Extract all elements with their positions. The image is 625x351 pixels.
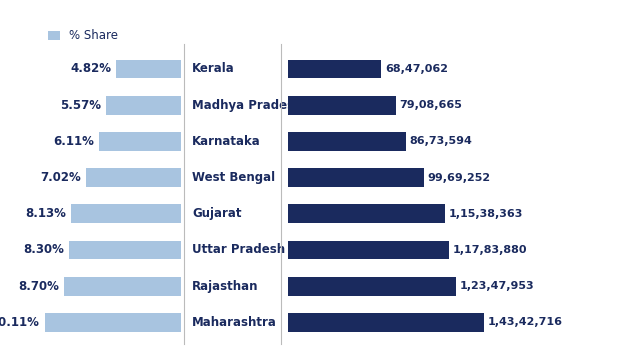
- Text: 7.02%: 7.02%: [41, 171, 81, 184]
- Text: West Bengal: West Bengal: [192, 171, 275, 184]
- Text: Rajasthan: Rajasthan: [192, 280, 258, 293]
- Text: 79,08,665: 79,08,665: [399, 100, 462, 110]
- Text: 8.70%: 8.70%: [18, 280, 59, 293]
- Text: 59% of cumulative doses given so far, are in 8 States: 59% of cumulative doses given so far, ar…: [0, 13, 625, 33]
- Text: Total Doses Given: Total Doses Given: [360, 29, 478, 42]
- Text: Karnataka: Karnataka: [192, 135, 261, 148]
- Text: 99,69,252: 99,69,252: [428, 173, 491, 183]
- Legend: % Share: % Share: [43, 25, 123, 47]
- Text: 10.11%: 10.11%: [0, 316, 40, 329]
- Text: 1,23,47,953: 1,23,47,953: [460, 281, 535, 291]
- Text: Uttar Pradesh: Uttar Pradesh: [192, 244, 285, 257]
- Text: 6.11%: 6.11%: [53, 135, 94, 148]
- Text: Gujarat: Gujarat: [192, 207, 241, 220]
- Text: 1,15,38,363: 1,15,38,363: [449, 209, 523, 219]
- Text: 5.57%: 5.57%: [60, 99, 101, 112]
- Text: 86,73,594: 86,73,594: [410, 137, 472, 146]
- Text: Maharashtra: Maharashtra: [192, 316, 277, 329]
- Text: 4.82%: 4.82%: [70, 62, 111, 75]
- Text: Madhya Pradesh: Madhya Pradesh: [192, 99, 302, 112]
- Text: 8.13%: 8.13%: [26, 207, 66, 220]
- Text: 8.30%: 8.30%: [23, 244, 64, 257]
- Text: 68,47,062: 68,47,062: [385, 64, 448, 74]
- Text: 1,43,42,716: 1,43,42,716: [488, 317, 562, 327]
- Text: Kerala: Kerala: [192, 62, 234, 75]
- Text: 1,17,83,880: 1,17,83,880: [452, 245, 527, 255]
